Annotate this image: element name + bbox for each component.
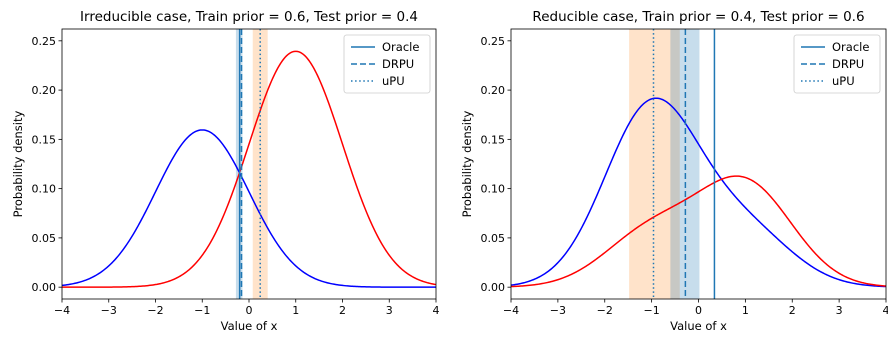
y-tick-label: 0.00 <box>32 281 57 294</box>
red-density-curve <box>511 175 886 288</box>
x-tick-label: 3 <box>836 304 843 317</box>
y-tick-label: 0.05 <box>32 232 57 245</box>
x-tick-label: −4 <box>54 304 70 317</box>
x-tick-label: −2 <box>597 304 613 317</box>
plot-area <box>511 29 886 299</box>
legend-box <box>793 34 881 94</box>
x-tick-label: 2 <box>339 304 346 317</box>
chart-title: Reducible case, Train prior = 0.4, Test … <box>532 9 864 25</box>
confidence-band-2 <box>252 29 268 299</box>
x-tick-label: 2 <box>789 304 796 317</box>
legend-label-oracle: Oracle <box>382 40 419 54</box>
blue-density-curve <box>511 97 886 288</box>
chart-title: Irreducible case, Train prior = 0.6, Tes… <box>80 9 418 25</box>
y-axis-label: Probability density <box>460 111 474 218</box>
x-tick-label: 1 <box>292 304 299 317</box>
y-tick-label: 0.10 <box>481 183 506 196</box>
y-tick-label: 0.20 <box>481 84 506 97</box>
x-axis-label: Value of x <box>221 319 278 333</box>
blue-density-curve <box>62 129 436 288</box>
y-tick-label: 0.20 <box>32 84 57 97</box>
x-tick-label: −3 <box>101 304 117 317</box>
y-axis-label: Probability density <box>11 111 25 218</box>
x-tick-label: 3 <box>386 304 393 317</box>
plot-area <box>62 29 436 299</box>
y-tick-label: 0.15 <box>32 133 57 146</box>
x-tick-label: 1 <box>742 304 749 317</box>
x-tick-label: −2 <box>147 304 163 317</box>
x-tick-label: −4 <box>503 304 519 317</box>
legend-label-upu: uPU <box>382 74 405 88</box>
legend-label-oracle: Oracle <box>832 40 869 54</box>
red-density-curve <box>62 50 436 288</box>
legend: Oracle DRPU uPU <box>343 34 431 94</box>
x-tick-label: 4 <box>433 304 440 317</box>
x-tick-label: −3 <box>550 304 566 317</box>
y-tick-label: 0.25 <box>481 35 506 48</box>
legend-label-upu: uPU <box>832 74 855 88</box>
y-tick-label: 0.25 <box>32 35 57 48</box>
x-tick-label: 0 <box>695 304 702 317</box>
x-tick-label: 4 <box>883 304 888 317</box>
y-tick-label: 0.15 <box>481 133 506 146</box>
y-tick-label: 0.00 <box>481 281 506 294</box>
legend-box <box>343 34 431 94</box>
y-tick-label: 0.05 <box>481 232 506 245</box>
x-tick-label: −1 <box>194 304 210 317</box>
x-tick-label: −1 <box>644 304 660 317</box>
x-axis-label: Value of x <box>670 319 727 333</box>
x-tick-label: 0 <box>246 304 253 317</box>
chart-panel-1: −4 −3 −2 −1 0 1 2 3 4 0.00 0.05 0.10 0.15 0.20 0.25 Irr… <box>11 9 440 333</box>
legend-label-drpu: DRPU <box>832 57 864 71</box>
confidence-band-1 <box>629 29 680 299</box>
y-tick-label: 0.10 <box>32 183 57 196</box>
chart-panel-2: −4 −3 −2 −1 0 1 2 3 4 0.00 0.05 0.10 0.15 0.20 0.25 Red… <box>460 9 888 333</box>
legend: Oracle DRPU uPU <box>793 34 881 94</box>
legend-label-drpu: DRPU <box>382 57 414 71</box>
